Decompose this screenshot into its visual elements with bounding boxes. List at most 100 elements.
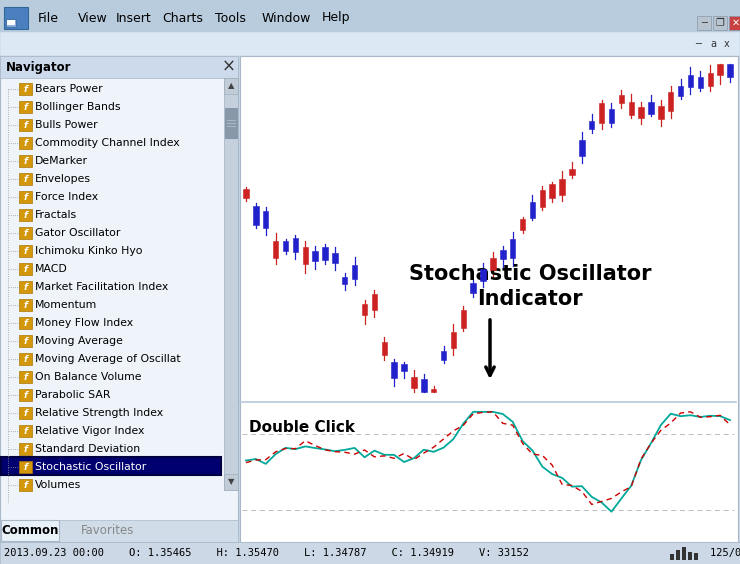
Text: f: f	[24, 246, 27, 255]
Text: ─: ─	[695, 39, 701, 49]
Bar	[668, 92, 673, 111]
Text: Parabolic SAR: Parabolic SAR	[35, 390, 110, 400]
Text: 2013.09.23 00:00    O: 1.35465    H: 1.35470    L: 1.34787    C: 1.34919    V: 3: 2013.09.23 00:00 O: 1.35465 H: 1.35470 L…	[4, 548, 529, 558]
Text: File: File	[38, 11, 59, 24]
Bar	[727, 64, 733, 77]
Bar	[460, 310, 466, 328]
Bar	[0, 56, 238, 78]
Text: x: x	[724, 39, 730, 49]
Text: Bollinger Bands: Bollinger Bands	[35, 102, 121, 112]
Bar	[243, 189, 249, 198]
Bar	[19, 335, 32, 347]
Bar	[283, 241, 288, 251]
Text: ✕: ✕	[732, 18, 740, 28]
Text: Moving Average of Oscillat: Moving Average of Oscillat	[35, 354, 181, 364]
Bar	[569, 169, 575, 175]
Bar	[411, 377, 417, 389]
Text: f: f	[24, 444, 27, 453]
Bar	[687, 76, 693, 87]
Text: Market Facilitation Index: Market Facilitation Index	[35, 282, 168, 292]
Text: f: f	[24, 228, 27, 237]
Bar	[510, 239, 516, 258]
Text: Gator Oscillator: Gator Oscillator	[35, 228, 121, 238]
Text: f: f	[24, 139, 27, 148]
Bar	[676, 550, 680, 560]
Text: Bulls Power: Bulls Power	[35, 120, 98, 130]
Bar	[589, 121, 594, 129]
Bar	[0, 520, 238, 542]
Text: f: f	[24, 301, 27, 310]
Bar	[619, 95, 624, 103]
Text: Double Click: Double Click	[249, 420, 355, 434]
Bar	[19, 317, 32, 329]
Bar	[19, 137, 32, 149]
Bar	[19, 119, 32, 131]
Text: f: f	[24, 283, 27, 292]
Bar	[1, 457, 221, 475]
Bar	[639, 107, 644, 118]
Text: f: f	[24, 408, 27, 417]
Bar	[421, 380, 426, 392]
Bar	[224, 78, 238, 490]
Bar	[19, 263, 32, 275]
Text: Fractals: Fractals	[35, 210, 77, 220]
Bar	[19, 101, 32, 113]
Bar	[6, 19, 16, 27]
Text: f: f	[24, 121, 27, 130]
Text: Charts: Charts	[162, 11, 203, 24]
Text: f: f	[24, 156, 27, 165]
Text: Volumes: Volumes	[35, 480, 81, 490]
Bar	[19, 245, 32, 257]
Bar	[323, 248, 328, 260]
Bar	[0, 32, 740, 56]
Bar	[19, 191, 32, 203]
Bar	[224, 78, 238, 94]
Text: a: a	[710, 39, 716, 49]
Bar	[0, 56, 238, 542]
Bar	[471, 283, 476, 293]
Text: Indicator: Indicator	[477, 289, 583, 309]
Bar	[648, 102, 653, 114]
Text: Bears Power: Bears Power	[35, 84, 103, 94]
Text: f: f	[24, 85, 27, 94]
Bar	[19, 299, 32, 311]
Text: f: f	[24, 426, 27, 435]
Text: 125/0 kb: 125/0 kb	[710, 548, 740, 558]
Text: ❐: ❐	[716, 18, 724, 28]
Bar	[579, 140, 585, 156]
Bar	[713, 16, 727, 30]
Bar	[19, 227, 32, 239]
Bar	[717, 64, 723, 75]
Text: Force Index: Force Index	[35, 192, 98, 202]
Bar	[1, 520, 59, 541]
Text: Ichimoku Kinko Hyo: Ichimoku Kinko Hyo	[35, 246, 143, 256]
Bar	[342, 277, 348, 284]
Bar	[19, 461, 32, 473]
Bar	[431, 389, 437, 392]
Text: Tools: Tools	[215, 11, 246, 24]
Bar	[19, 353, 32, 365]
Text: Stochastic Oscillator: Stochastic Oscillator	[408, 264, 651, 284]
Text: f: f	[24, 337, 27, 346]
Text: Insert: Insert	[116, 11, 152, 24]
Bar	[303, 248, 308, 264]
Text: f: f	[24, 174, 27, 183]
Text: Commodity Channel Index: Commodity Channel Index	[35, 138, 180, 148]
Text: Money Flow Index: Money Flow Index	[35, 318, 133, 328]
Text: Standard Deviation: Standard Deviation	[35, 444, 140, 454]
Bar	[707, 73, 713, 86]
Bar	[253, 206, 258, 224]
Bar	[0, 542, 740, 564]
Bar	[550, 184, 555, 198]
Text: ×: ×	[222, 58, 236, 76]
Bar	[19, 479, 32, 491]
Bar	[599, 103, 605, 123]
Text: ▼: ▼	[228, 478, 235, 487]
Text: f: f	[24, 319, 27, 328]
Bar	[658, 106, 664, 119]
Bar	[7, 20, 15, 25]
Bar	[682, 548, 686, 560]
Text: ▲: ▲	[228, 82, 235, 90]
Text: Relative Vigor Index: Relative Vigor Index	[35, 426, 144, 436]
Bar	[19, 209, 32, 221]
